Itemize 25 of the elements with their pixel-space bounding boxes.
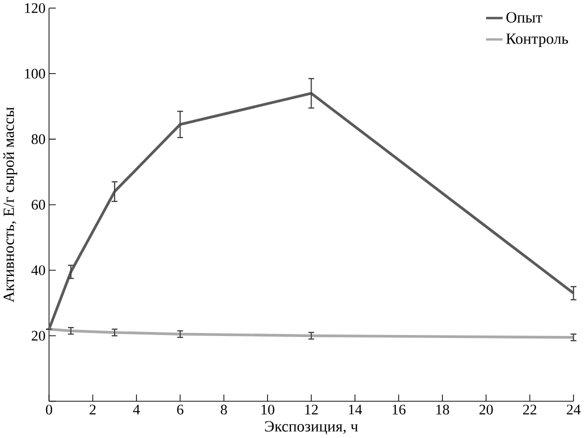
y-axis-title: Активность, Е/г сырой массы xyxy=(3,107,18,303)
x-tick-label: 0 xyxy=(46,404,52,415)
x-tick-label: 22 xyxy=(523,404,536,414)
x-axis-title: Экспозиция, ч xyxy=(265,421,358,435)
x-tick-label: 8 xyxy=(220,404,227,415)
y-tick-label: 20 xyxy=(32,331,46,341)
x-tick-label: 10 xyxy=(262,404,274,415)
x-tick-label: 24 xyxy=(566,404,581,414)
y-tick-label: 120 xyxy=(25,3,46,14)
legend-label: Контроль xyxy=(506,34,568,48)
y-tick-label: 40 xyxy=(31,265,46,276)
y-tick-label: 80 xyxy=(32,134,46,144)
y-tick-label: 100 xyxy=(25,68,46,79)
x-tick-label: 14 xyxy=(348,404,362,414)
line-series xyxy=(48,328,575,339)
y-tick-label: 60 xyxy=(32,200,46,210)
x-tick-label: 16 xyxy=(392,404,406,415)
x-tick-label: 20 xyxy=(479,404,493,415)
x-tick-label: 18 xyxy=(436,404,450,415)
x-tick-label: 2 xyxy=(90,404,96,414)
line-series xyxy=(48,92,575,331)
x-tick-label: 4 xyxy=(133,404,140,414)
x-tick-label: 12 xyxy=(305,404,318,414)
x-tick-label: 6 xyxy=(177,404,184,415)
legend-label: Опыт xyxy=(506,12,542,23)
